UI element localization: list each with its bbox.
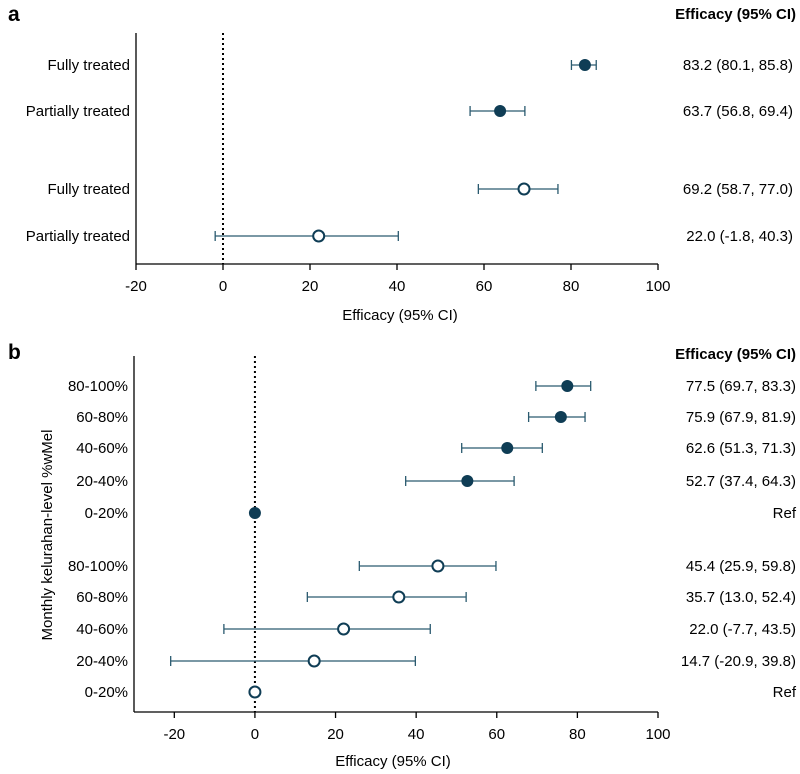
estimate-label: 83.2 (80.1, 85.8) — [683, 57, 793, 74]
panel-letter: b — [8, 341, 21, 364]
forest-row: 40-60% 22.0 (-7.7, 43.5) — [76, 621, 796, 638]
panel-a: a Efficacy (95% CI) -20 0 20 40 60 80 100 Efficac… — [8, 3, 796, 324]
forest-row: Fully treated 83.2 (80.1, 85.8) — [47, 57, 793, 74]
x-tick-label: 0 — [219, 278, 227, 295]
estimate-label: 69.2 (58.7, 77.0) — [683, 181, 793, 198]
point-estimate-open — [307, 654, 321, 668]
row-label: 60-80% — [76, 409, 128, 426]
x-tick-label: 20 — [302, 278, 319, 295]
row-label: Fully treated — [47, 181, 130, 198]
point-estimate-filled — [461, 475, 474, 487]
estimate-label: Ref — [773, 505, 797, 522]
point-estimate-filled — [561, 380, 574, 392]
point-estimate-open — [431, 559, 445, 573]
point-estimate-open — [248, 685, 262, 699]
column-header: Efficacy (95% CI) — [675, 6, 796, 23]
x-tick-label: 0 — [251, 726, 259, 743]
row-label: 40-60% — [76, 440, 128, 457]
forest-row: 0-20% Ref — [85, 505, 797, 522]
estimate-label: Ref — [773, 684, 797, 701]
estimate-label: 63.7 (56.8, 69.4) — [683, 103, 793, 120]
point-estimate-filled — [494, 105, 507, 117]
forest-row: Partially treated 63.7 (56.8, 69.4) — [26, 103, 793, 120]
point-estimate-open — [392, 590, 406, 604]
x-tick-label: -20 — [163, 726, 185, 743]
estimate-label: 22.0 (-7.7, 43.5) — [689, 621, 796, 638]
row-label: Partially treated — [26, 228, 130, 245]
forest-row: Partially treated 22.0 (-1.8, 40.3) — [26, 228, 793, 245]
panel-letter: a — [8, 3, 20, 26]
point-estimate-open — [517, 182, 531, 196]
estimate-label: 62.6 (51.3, 71.3) — [686, 440, 796, 457]
row-label: 0-20% — [85, 684, 128, 701]
column-header: Efficacy (95% CI) — [675, 346, 796, 363]
point-estimate-filled — [578, 59, 591, 71]
estimate-label: 75.9 (67.9, 81.9) — [686, 409, 796, 426]
row-label: 40-60% — [76, 621, 128, 638]
forest-row: 20-40% 52.7 (37.4, 64.3) — [76, 473, 796, 490]
x-tick-label: 80 — [569, 726, 586, 743]
panel-b: b Efficacy (95% CI) -20 0 20 40 60 80 100 Efficac… — [8, 341, 797, 770]
forest-row: 0-20% Ref — [85, 684, 797, 701]
x-tick-label: 40 — [408, 726, 425, 743]
forest-row: 80-100% 45.4 (25.9, 59.8) — [68, 558, 796, 575]
point-estimate-filled — [554, 411, 567, 423]
point-estimate-filled — [501, 442, 514, 454]
estimate-label: 14.7 (-20.9, 39.8) — [681, 653, 796, 670]
row-label: 60-80% — [76, 589, 128, 606]
x-tick-label: 60 — [488, 726, 505, 743]
row-label: 80-100% — [68, 558, 128, 575]
estimate-label: 45.4 (25.9, 59.8) — [686, 558, 796, 575]
point-estimate-open — [312, 229, 326, 243]
forest-row: 60-80% 75.9 (67.9, 81.9) — [76, 409, 796, 426]
x-tick-label: 20 — [327, 726, 344, 743]
forest-row: 60-80% 35.7 (13.0, 52.4) — [76, 589, 796, 606]
row-label: 20-40% — [76, 653, 128, 670]
x-tick-label: 100 — [645, 278, 670, 295]
row-label: Partially treated — [26, 103, 130, 120]
x-tick-label: 60 — [476, 278, 493, 295]
x-tick-label: 40 — [389, 278, 406, 295]
row-label: 80-100% — [68, 378, 128, 395]
x-axis-title: Efficacy (95% CI) — [335, 753, 451, 770]
forest-row: 40-60% 62.6 (51.3, 71.3) — [76, 440, 796, 457]
forest-row: 80-100% 77.5 (69.7, 83.3) — [68, 378, 796, 395]
y-axis-title: Monthly kelurahan-level %wMel — [39, 430, 56, 641]
estimate-label: 77.5 (69.7, 83.3) — [686, 378, 796, 395]
point-estimate-filled — [248, 507, 261, 519]
row-label: 20-40% — [76, 473, 128, 490]
estimate-label: 35.7 (13.0, 52.4) — [686, 589, 796, 606]
x-tick-label: -20 — [125, 278, 147, 295]
row-label: Fully treated — [47, 57, 130, 74]
point-estimate-open — [337, 622, 351, 636]
forest-row: 20-40% 14.7 (-20.9, 39.8) — [76, 653, 796, 670]
forest-row: Fully treated 69.2 (58.7, 77.0) — [47, 181, 793, 198]
estimate-label: 22.0 (-1.8, 40.3) — [686, 228, 793, 245]
x-axis-title: Efficacy (95% CI) — [342, 307, 458, 324]
x-tick-label: 100 — [645, 726, 670, 743]
x-tick-label: 80 — [563, 278, 580, 295]
row-label: 0-20% — [85, 505, 128, 522]
estimate-label: 52.7 (37.4, 64.3) — [686, 473, 796, 490]
